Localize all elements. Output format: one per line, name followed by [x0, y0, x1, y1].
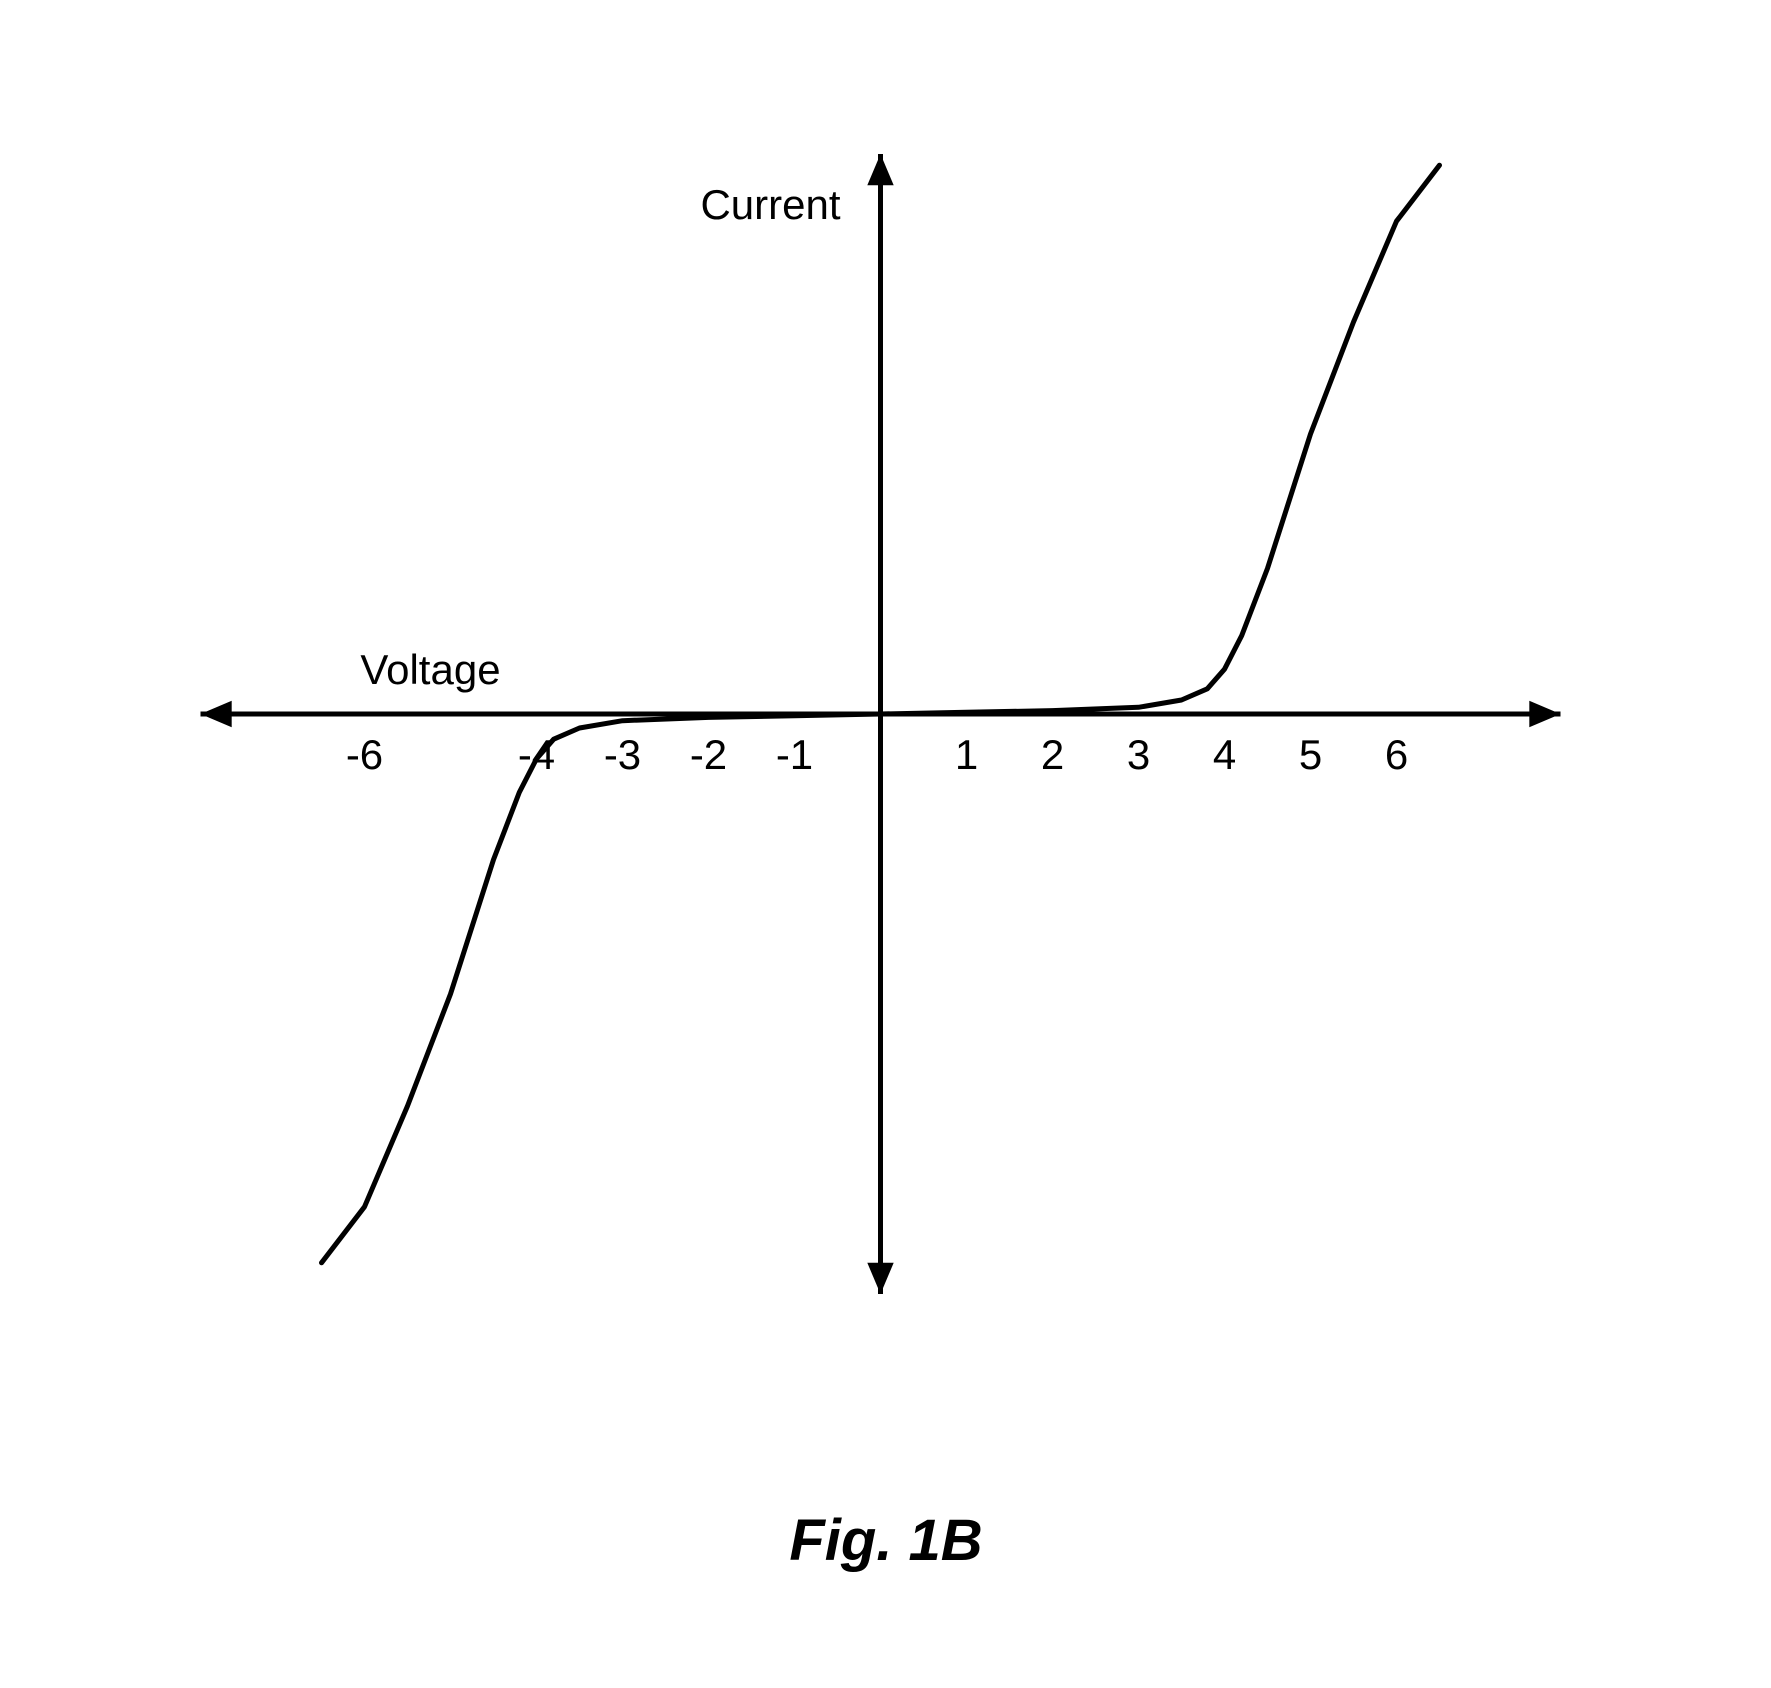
x-tick-label: -1 [775, 731, 812, 778]
x-tick-label: 5 [1298, 731, 1321, 778]
x-tick-label: 1 [954, 731, 977, 778]
iv-curve-chart: -6 -4 -3 -2 -1 1 2 3 4 5 6 Current Voltage Fig. 1B [0, 0, 1771, 1688]
x-axis-label: Voltage [360, 646, 500, 693]
x-axis-arrow-left [200, 701, 231, 727]
x-tick-label: -6 [345, 731, 382, 778]
figure-caption: Fig. 1B [789, 1508, 982, 1573]
x-tick-label: 6 [1384, 731, 1407, 778]
y-axis-label: Current [700, 181, 840, 228]
x-tick-label: -3 [603, 731, 640, 778]
y-axis-arrow-up [867, 154, 893, 185]
x-tick-label: -4 [517, 731, 554, 778]
chart-container: -6 -4 -3 -2 -1 1 2 3 4 5 6 Current Voltage Fig. 1B [0, 0, 1771, 1688]
x-tick-label: -2 [689, 731, 726, 778]
x-tick-label: 3 [1126, 731, 1149, 778]
x-tick-label: 4 [1212, 731, 1235, 778]
y-axis-arrow-down [867, 1263, 893, 1294]
x-axis-arrow-right [1529, 701, 1560, 727]
x-tick-label: 2 [1040, 731, 1063, 778]
